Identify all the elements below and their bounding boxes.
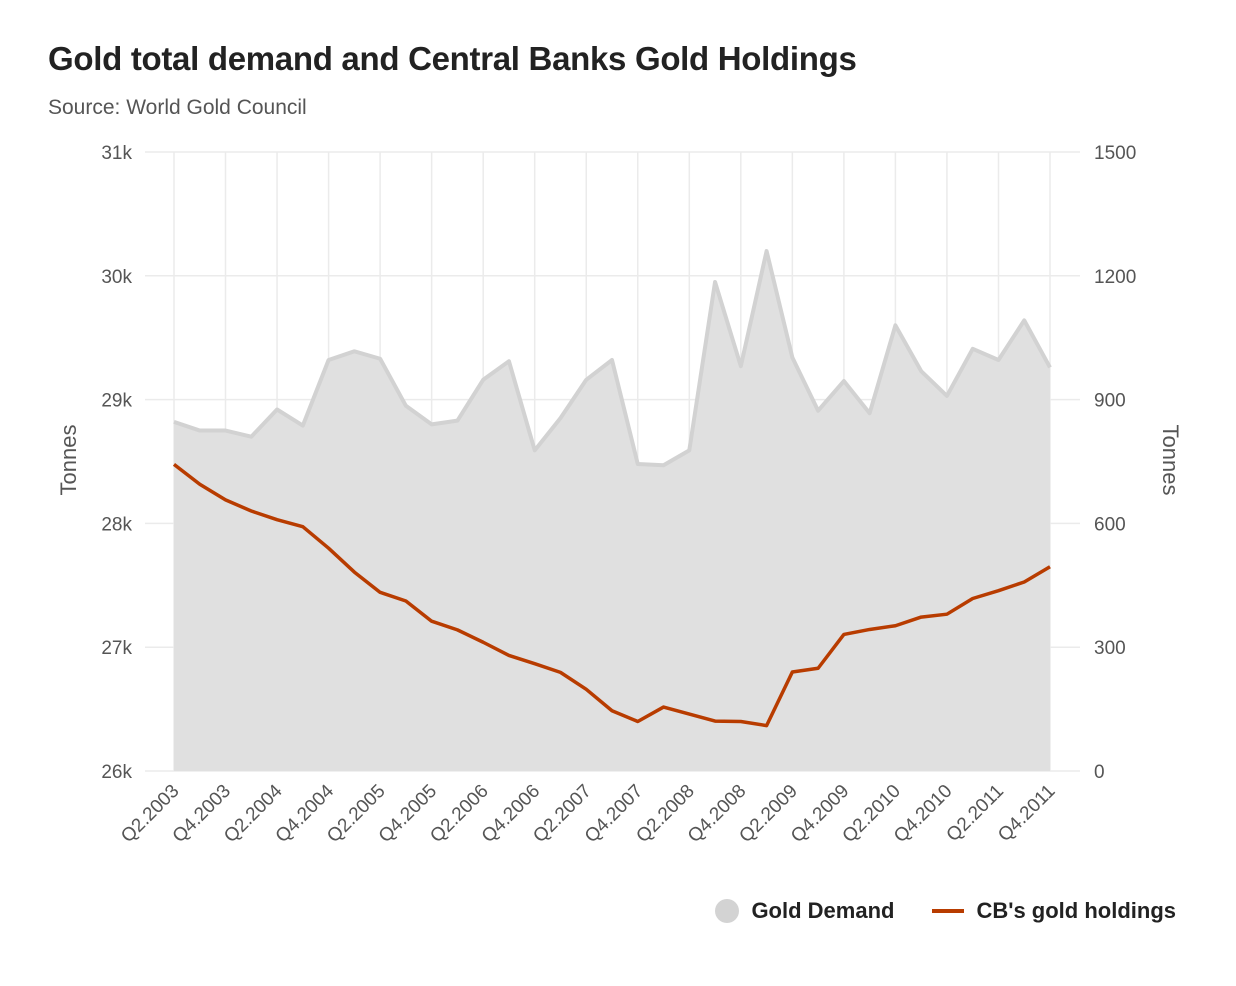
left-tick-label: 27k bbox=[101, 638, 132, 659]
chart-subtitle: Source: World Gold Council bbox=[48, 96, 307, 119]
legend: Gold Demand CB's gold holdings bbox=[715, 898, 1176, 924]
legend-label-cb-holdings: CB's gold holdings bbox=[976, 898, 1176, 923]
x-axis-ticks: Q2.2003Q4.2003Q2.2004Q4.2004Q2.2005Q4.20… bbox=[117, 780, 1059, 847]
right-tick-label: 600 bbox=[1094, 514, 1126, 535]
legend-line-icon bbox=[932, 909, 965, 913]
legend-item-gold-demand[interactable]: Gold Demand bbox=[715, 898, 894, 924]
right-axis-title: Tonnes bbox=[1158, 425, 1183, 496]
legend-label-gold-demand: Gold Demand bbox=[751, 898, 895, 923]
x-tick-label: Q4.2011 bbox=[994, 781, 1059, 846]
left-tick-label: 28k bbox=[101, 514, 132, 535]
right-axis-ticks: 0 300 600 900 1200 1500 bbox=[1094, 143, 1136, 783]
cb-holdings-line bbox=[172, 463, 1051, 728]
legend-dot-icon bbox=[715, 899, 740, 923]
gold-demand-outline bbox=[173, 249, 1052, 468]
left-tick-label: 31k bbox=[101, 143, 132, 164]
right-tick-label: 1200 bbox=[1094, 267, 1136, 288]
right-tick-label: 900 bbox=[1094, 391, 1126, 412]
right-tick-label: 0 bbox=[1094, 762, 1105, 783]
chart-title: Gold total demand and Central Banks Gold… bbox=[48, 40, 857, 77]
left-tick-label: 29k bbox=[101, 391, 132, 412]
left-axis-title: Tonnes bbox=[56, 425, 81, 496]
gold-demand-area bbox=[174, 251, 1050, 772]
left-axis-ticks: 26k 27k 28k 29k 30k 31k bbox=[101, 143, 132, 783]
left-tick-label: 30k bbox=[101, 267, 132, 288]
legend-item-cb-holdings[interactable]: CB's gold holdings bbox=[932, 898, 1176, 924]
right-tick-label: 300 bbox=[1094, 638, 1126, 659]
left-tick-label: 26k bbox=[101, 762, 132, 783]
right-tick-label: 1500 bbox=[1094, 143, 1136, 164]
